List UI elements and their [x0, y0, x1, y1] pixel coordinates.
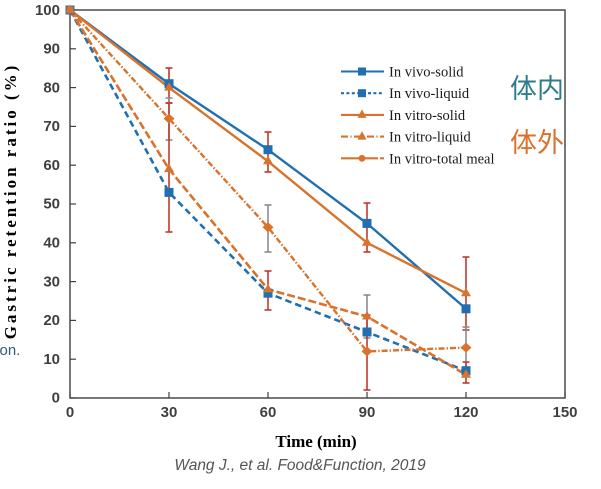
svg-text:50: 50 [43, 196, 60, 213]
svg-text:In vitro-solid: In vitro-solid [389, 108, 466, 124]
svg-text:0: 0 [66, 404, 74, 421]
svg-text:体外: 体外 [510, 128, 564, 158]
svg-text:10: 10 [43, 351, 60, 368]
svg-text:80: 80 [43, 79, 60, 96]
svg-text:30: 30 [43, 273, 60, 290]
svg-text:60: 60 [43, 157, 60, 174]
svg-text:Gastric retention ratio (%): Gastric retention ratio (%) [1, 63, 20, 340]
svg-text:Wang J., et al. Food&Function,: Wang J., et al. Food&Function, 2019 [174, 457, 426, 474]
svg-text:20: 20 [43, 312, 60, 329]
svg-text:In vitro-liquid: In vitro-liquid [389, 130, 472, 146]
svg-text:In vivo-liquid: In vivo-liquid [389, 86, 470, 102]
svg-text:40: 40 [43, 235, 60, 252]
svg-text:0: 0 [52, 390, 60, 407]
svg-text:Time (min): Time (min) [275, 432, 356, 451]
svg-text:30: 30 [161, 404, 178, 421]
svg-text:60: 60 [260, 404, 277, 421]
svg-text:In vivo-solid: In vivo-solid [389, 65, 464, 81]
svg-text:tion.: tion. [0, 342, 20, 359]
svg-text:120: 120 [453, 404, 478, 421]
svg-text:In vitro-total meal: In vitro-total meal [389, 151, 495, 167]
svg-text:体内: 体内 [510, 74, 564, 104]
svg-text:150: 150 [552, 404, 577, 421]
svg-text:90: 90 [359, 404, 376, 421]
svg-text:70: 70 [43, 118, 60, 135]
svg-text:100: 100 [35, 2, 60, 19]
svg-text:90: 90 [43, 41, 60, 58]
